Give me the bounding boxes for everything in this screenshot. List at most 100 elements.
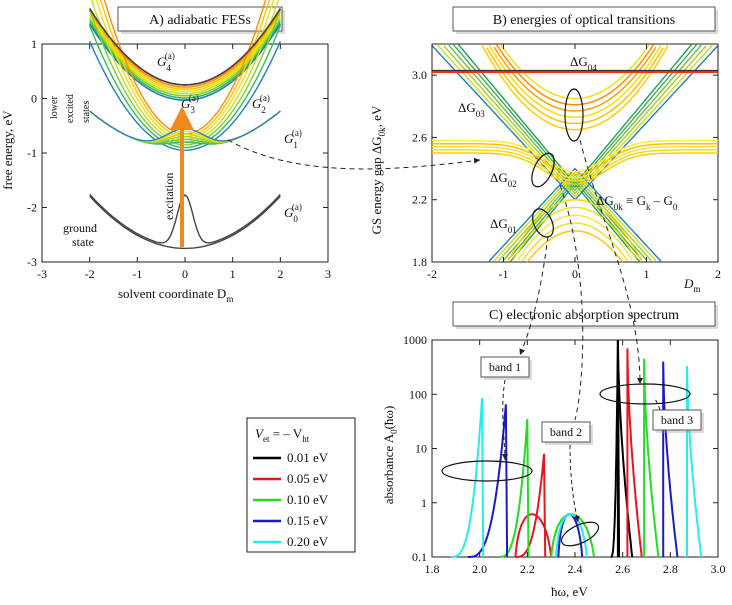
band-3-curve <box>643 358 660 558</box>
label-dg03: ΔG03 <box>458 100 485 119</box>
band-2-label: band 2 <box>550 425 582 439</box>
x-tick-label: 2.4 <box>568 562 583 576</box>
g4-fes-curve <box>89 8 281 86</box>
x-tick-label: -1 <box>499 267 509 281</box>
x-tick-label: 3 <box>325 267 331 281</box>
panel-a-ticks: -3 -2 -1 0 1 2 3 1 0 -1 -2 -3 <box>27 37 331 281</box>
dg03-diag-curve <box>448 44 702 192</box>
legend-label: 0.15 eV <box>287 513 329 528</box>
g1-fes-curve <box>89 110 281 143</box>
dg01-curve <box>507 199 643 262</box>
label-g4: G4(a) <box>157 51 175 73</box>
arrow-band-3 <box>653 397 661 411</box>
dg02-curve <box>432 142 718 176</box>
panel-c-xlabel: ħω, eV <box>551 584 588 599</box>
panel-b: B) energies of optical transitions -2 -1 0… <box>369 6 721 294</box>
dg03-diag-curve <box>436 43 714 198</box>
panel-c: C) electronic absorption spectrum 1.8 2.0… <box>381 301 726 599</box>
panel-c-ylabel: absorbance A0(ħω) <box>381 406 399 505</box>
g2-fes-curve <box>89 9 281 146</box>
panel-a-title: A) adiabatic FESs <box>149 13 251 28</box>
panel-b-ticks: -2 -1 0 1 2 3.0 2.6 2.2 1.8 <box>412 44 721 281</box>
legend-label: 0.20 eV <box>287 534 329 549</box>
dg03-curve <box>486 47 664 125</box>
band-3-label: band 3 <box>661 413 693 427</box>
x-tick-label: 2.0 <box>472 562 487 576</box>
g2-fes-curve <box>89 25 281 149</box>
x-tick-label: 2.8 <box>663 562 678 576</box>
y-tick-label: 1000 <box>403 333 427 347</box>
g1-fes-curve <box>89 110 281 144</box>
panel-b-title: B) energies of optical transitions <box>493 13 675 28</box>
band-1-label: band 1 <box>489 360 521 374</box>
x-tick-label: -2 <box>85 267 95 281</box>
label-g3: G3(a) <box>181 93 199 115</box>
connector-a-b <box>227 139 481 170</box>
lower-excited-2: excited <box>65 94 76 123</box>
x-tick-label: 1 <box>644 267 650 281</box>
connector-b-c-1 <box>519 235 549 356</box>
arrow-band-1 <box>501 379 508 461</box>
label-dg01: ΔG01 <box>490 216 517 235</box>
dg01-curve <box>526 230 624 263</box>
panel-c-title: C) electronic absorption spectrum <box>489 308 679 323</box>
upper-fes-curve <box>89 10 281 88</box>
lower-excited-3: states <box>81 101 92 123</box>
x-tick-label: 0 <box>182 267 188 281</box>
ground-label-1: ground <box>63 221 97 235</box>
band-1-curve <box>515 453 547 558</box>
y-tick-label: -1 <box>27 146 37 160</box>
dg02-curve <box>432 149 718 182</box>
dg03-curve <box>495 43 655 106</box>
panel-b-ylabel: GS energy gap ΔG0k, eV <box>369 105 387 234</box>
band-3-curve <box>686 366 703 558</box>
panel-a: A) adiabatic FESs -3 -2 -1 0 1 2 3 1 0 -1 -2 -3 fre… <box>0 0 331 304</box>
dg03-curve <box>493 46 657 112</box>
label-dg02: ΔG02 <box>490 170 517 189</box>
band-2-curve <box>554 513 588 558</box>
label-g2: G2(a) <box>252 93 270 115</box>
x-tick-label: 1 <box>230 267 236 281</box>
dg01-curve <box>517 214 633 261</box>
panel-a-xlabel: solvent coordinate Dm <box>118 286 233 304</box>
x-tick-label: 2.6 <box>615 562 630 576</box>
legend-label: 0.10 eV <box>287 492 329 507</box>
x-tick-label: -3 <box>37 267 47 281</box>
ellipse-dg02 <box>531 152 555 188</box>
label-dg04: ΔG04 <box>570 54 597 73</box>
ellipse-dg01 <box>532 208 554 238</box>
dg03-curve <box>500 44 650 100</box>
band-1-curve <box>610 339 621 558</box>
panel-a-curves <box>89 0 281 250</box>
connector-b-c-3 <box>579 139 643 385</box>
legend-entries: 0.01 eV 0.05 eV 0.10 eV 0.15 eV 0.20 eV <box>253 450 329 549</box>
excitation-label: excitation <box>162 173 176 220</box>
x-tick-label: 2 <box>715 267 721 281</box>
legend-title: Vet = – Vht <box>255 426 310 444</box>
dg03-curve <box>481 45 669 131</box>
ground-label-2: state <box>72 235 94 249</box>
band-3-curve <box>616 339 634 558</box>
lower-excited-1: lower <box>49 96 60 119</box>
panel-c-curves <box>451 339 703 558</box>
dg01-curve <box>522 222 628 262</box>
y-tick-label: -3 <box>27 255 37 269</box>
ellipse-band-2 <box>560 521 600 547</box>
g0-fes-curve-outer <box>89 195 281 250</box>
legend: Vet = – Vht 0.01 eV 0.05 eV 0.10 eV 0.15 eV… <box>246 417 356 553</box>
connector-b-c-2 <box>559 184 584 421</box>
panel-c-frame <box>431 339 719 558</box>
x-tick-label: 2 <box>277 267 283 281</box>
panel-b-xlabel: Dm <box>683 276 700 294</box>
y-tick-label: -2 <box>27 201 37 215</box>
y-tick-label: 3.0 <box>412 68 427 82</box>
x-tick-label: 0 <box>572 267 578 281</box>
x-tick-label: -1 <box>132 267 142 281</box>
dg02-curve <box>432 139 718 173</box>
band-2-curve <box>514 513 553 558</box>
y-tick-label: 1 <box>31 37 37 51</box>
upper-fes-curve <box>89 19 281 97</box>
band-1-curve <box>451 398 485 558</box>
